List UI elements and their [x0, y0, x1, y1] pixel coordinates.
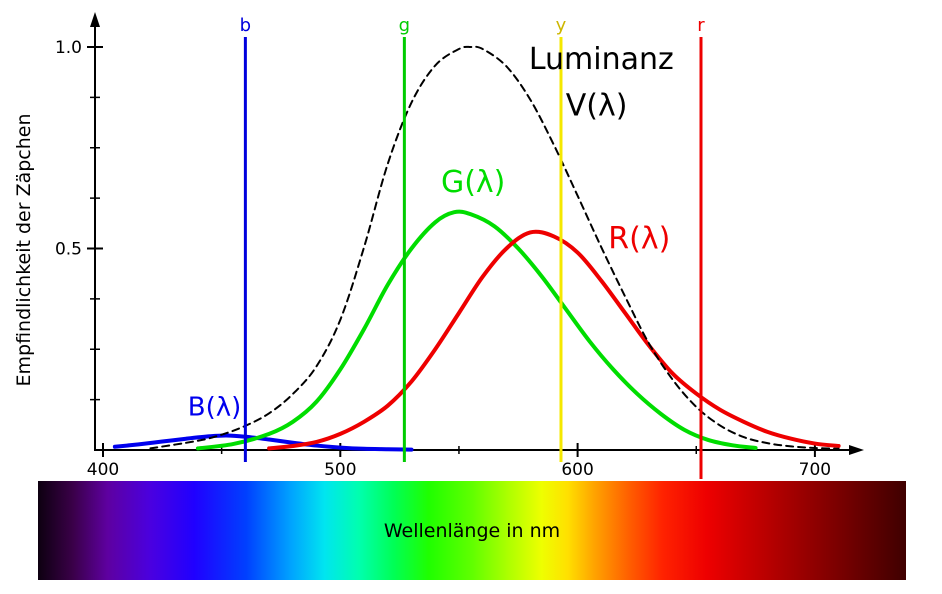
chart: 400 500 600 700 1.0 0.5 Empfindlichkeit der Zä…	[13, 12, 864, 480]
x-tick-label: 500	[324, 460, 356, 480]
curve-V	[149, 45, 840, 450]
y-tick-label: 0.5	[55, 240, 82, 260]
x-axis-arrow	[849, 445, 864, 455]
annotation-g-lambda: G(λ)	[441, 165, 505, 200]
vline-label-b: b	[240, 15, 251, 36]
annotation-r-lambda: R(λ)	[608, 222, 670, 257]
curve-G	[195, 209, 758, 451]
wavelength-label: Wellenlänge in nm	[383, 519, 561, 542]
x-tick-label: 400	[87, 460, 119, 480]
y-axis-arrow	[90, 12, 100, 27]
y-tick-label: 1.0	[55, 38, 82, 58]
vline-label-y: y	[556, 15, 567, 36]
x-tick-label: 700	[799, 460, 831, 480]
x-tick-label: 600	[561, 460, 593, 480]
spectrum-bar: Wellenlänge in nm	[38, 481, 906, 580]
annotation-v-lambda: V(λ)	[566, 89, 628, 124]
annotation-luminanz: Luminanz	[529, 42, 674, 77]
y-axis-title: Empfindlichkeit der Zäpchen	[13, 113, 35, 386]
vline-label-g: g	[399, 15, 410, 36]
curve-R	[267, 229, 841, 451]
annotation-b-lambda: B(λ)	[188, 393, 242, 423]
vline-label-r: r	[697, 15, 705, 36]
